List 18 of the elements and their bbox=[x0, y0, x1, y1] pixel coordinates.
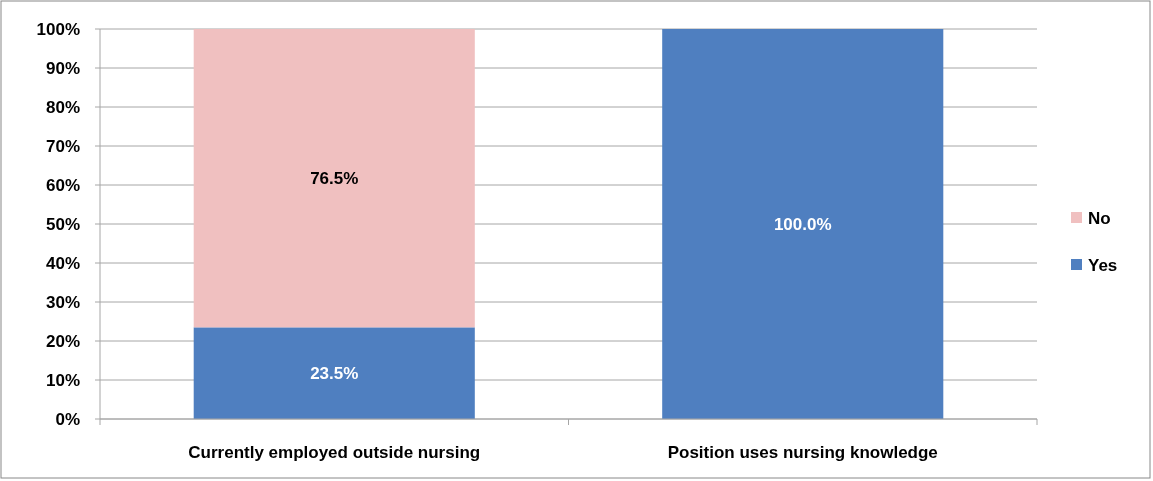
y-tick-label: 40% bbox=[45, 253, 80, 273]
data-label: 76.5% bbox=[310, 168, 359, 188]
data-label: 23.5% bbox=[310, 363, 359, 383]
y-tick-label: 90% bbox=[45, 58, 80, 78]
y-tick-label: 70% bbox=[45, 136, 80, 156]
data-label: 100.0% bbox=[773, 214, 832, 234]
y-tick-label: 10% bbox=[45, 370, 80, 390]
legend-label: Yes bbox=[1088, 255, 1118, 275]
y-tick-label: 0% bbox=[55, 409, 80, 429]
x-tick-label: Position uses nursing knowledge bbox=[667, 442, 938, 462]
y-tick-label: 30% bbox=[45, 292, 80, 312]
y-tick-label: 20% bbox=[45, 331, 80, 351]
x-tick-label: Currently employed outside nursing bbox=[188, 442, 481, 462]
legend-label: No bbox=[1088, 208, 1111, 228]
y-tick-label: 60% bbox=[45, 175, 80, 195]
y-tick-label: 50% bbox=[45, 214, 80, 234]
y-tick-label: 80% bbox=[45, 97, 80, 117]
y-tick-label: 100% bbox=[36, 19, 80, 39]
